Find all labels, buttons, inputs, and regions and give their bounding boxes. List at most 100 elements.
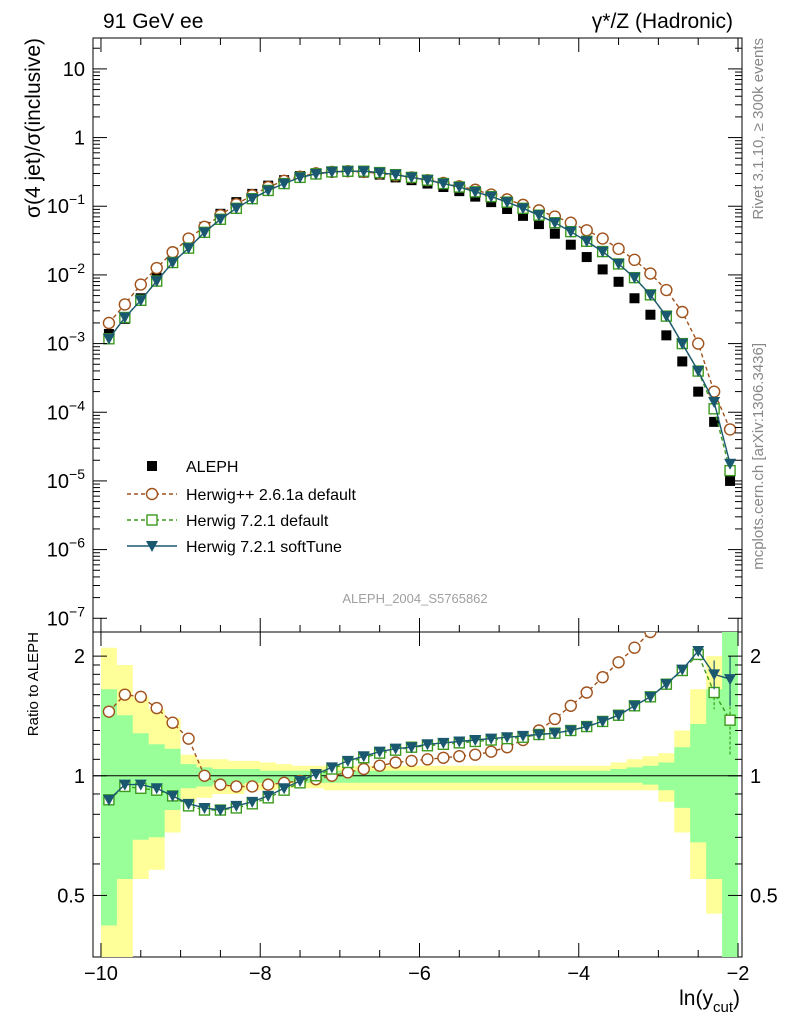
data-point-herwig-721-softtune (532, 210, 545, 222)
ratio-point-herwig-721-softtune (166, 790, 179, 802)
data-point-herwig-721-softtune (596, 246, 609, 258)
main-y-axis-label: σ(4 jet)/σ(inclusive) (22, 38, 45, 218)
ratio-point-herwig-721-softtune (485, 733, 498, 745)
ratio-point-herwig-721-softtune (389, 743, 402, 755)
data-point-herwig-721-softtune (612, 258, 625, 270)
data-point-aleph (677, 356, 688, 367)
data-point-aleph (518, 210, 529, 221)
data-point-herwig-721-softtune (469, 186, 482, 198)
ratio-point-herwigpp-261a-default (612, 656, 625, 669)
data-point-herwigpp-261a-default (612, 242, 625, 256)
ratio-y-tick-label-right: 2 (750, 646, 761, 668)
data-point-aleph (502, 203, 513, 214)
data-point-herwigpp-261a-default (660, 283, 673, 297)
data-point-aleph (597, 264, 608, 275)
ratio-panel (102, 632, 737, 817)
ratio-point-herwig-721-softtune (453, 736, 466, 748)
main-y-tick-label: 10−6 (47, 535, 85, 562)
legend-label-herwig-721-default: Herwig 7.2.1 default (186, 513, 329, 530)
ratio-point-herwigpp-261a-default (437, 751, 450, 764)
ratio-point-herwigpp-261a-default (198, 769, 211, 782)
header-left-label: 91 GeV ee (103, 10, 203, 33)
ratio-point-herwig-721-softtune (405, 742, 418, 754)
legend-item-herwig-721-softtune: Herwig 7.2.1 softTune (127, 539, 342, 556)
data-point-aleph (629, 293, 640, 304)
data-point-herwig-721-softtune (644, 289, 657, 301)
main-panel (102, 165, 737, 486)
data-point-herwig-721-softtune (660, 311, 673, 323)
data-point-herwig-721-softtune (548, 217, 561, 229)
ratio-point-herwigpp-261a-default (118, 688, 132, 701)
data-point-herwigpp-261a-default (723, 423, 737, 436)
legend-marker-herwig-721-softtune (146, 541, 158, 552)
ratio-point-herwigpp-261a-default (150, 701, 163, 715)
main-y-tick-label: 10−4 (47, 397, 85, 424)
ratio-point-herwig-721-softtune (580, 721, 593, 733)
ratio-point-herwig-721-softtune (501, 732, 514, 744)
ratio-point-herwigpp-261a-default (357, 762, 370, 776)
legend-marker-aleph (147, 461, 157, 471)
legend-marker-herwigpp-261a-default (145, 487, 159, 501)
ratio-point-herwigpp-261a-default (166, 716, 179, 729)
legend-item-herwigpp-261a-default: Herwig++ 2.6.1a default (127, 487, 356, 504)
ratio-point-herwig-721-softtune (373, 746, 386, 758)
data-point-herwig-721-softtune (389, 169, 402, 181)
ratio-point-herwig-721-softtune (214, 805, 227, 817)
ratio-point-herwig-721-softtune (325, 762, 338, 774)
legend-item-herwig-721-default: Herwig 7.2.1 default (127, 513, 329, 530)
ratio-point-herwigpp-261a-default (389, 756, 402, 769)
ratio-y-tick-label-right: 1 (750, 766, 761, 788)
x-tick-label: −2 (727, 963, 750, 985)
ratio-point-herwigpp-261a-default (484, 745, 498, 758)
data-point-aleph (661, 330, 672, 341)
ratio-point-herwigpp-261a-default (644, 632, 657, 639)
ratio-y-tick-label-right: 0.5 (750, 885, 778, 907)
data-point-herwig-721-softtune (676, 338, 689, 350)
data-point-herwig-721-softtune (230, 203, 243, 215)
data-point-aleph (549, 228, 560, 239)
ratio-uncertainty-bands (93, 632, 742, 957)
mcplots-label: mcplots.cern.ch [arXiv:1306.3436] (750, 343, 767, 570)
legend-label-herwigpp-261a-default: Herwig++ 2.6.1a default (186, 487, 356, 504)
data-point-herwig-721-softtune (692, 366, 705, 378)
ratio-point-herwigpp-261a-default (405, 754, 418, 768)
data-point-herwigpp-261a-default (118, 298, 132, 311)
ratio-point-herwigpp-261a-default (548, 712, 562, 726)
ratio-line-herwig-721-softtune (108, 649, 731, 811)
data-point-herwig-721-softtune (357, 166, 370, 178)
ratio-point-herwig-721-softtune (357, 751, 370, 763)
series-herwig-721-softtune (102, 166, 737, 470)
series-aleph (103, 166, 736, 486)
legend-marker-herwig-721-default (146, 514, 158, 526)
main-y-tick-label: 10−3 (47, 329, 85, 356)
data-point-herwigpp-261a-default (580, 224, 593, 237)
series-herwig-721-default (103, 165, 736, 477)
data-point-herwig-721-softtune (198, 227, 211, 239)
series-line-herwig-721-default (108, 170, 731, 471)
ratio-point-herwigpp-261a-default (469, 748, 482, 761)
data-point-aleph (613, 276, 624, 287)
ratio-point-herwig-721-softtune (278, 783, 291, 795)
data-point-herwig-721-softtune (262, 185, 275, 197)
rivet-version-label: Rivet 3.1.10, ≥ 300k events (750, 38, 767, 220)
ratio-point-herwig-721-softtune (676, 664, 689, 676)
legend-label-aleph: ALEPH (186, 459, 238, 476)
ratio-point-herwig-721-softtune (118, 779, 131, 791)
ratio-point-herwig-721-softtune (309, 769, 322, 781)
ratio-point-herwig-721-softtune (198, 802, 211, 814)
ratio-point-herwigpp-261a-default (580, 686, 593, 699)
data-point-herwigpp-261a-default (596, 232, 609, 245)
ratio-point-herwigpp-261a-default (182, 732, 195, 745)
data-point-herwig-721-softtune (724, 458, 737, 470)
data-point-herwig-721-softtune (182, 243, 195, 255)
data-point-herwig-721-softtune (373, 167, 386, 179)
data-point-herwigpp-261a-default (150, 261, 163, 275)
series-line-herwig-721-softtune (108, 170, 731, 464)
ratio-point-herwig-721-softtune (246, 796, 259, 808)
ratio-point-herwig-721-softtune (724, 674, 737, 686)
data-point-herwigpp-261a-default (628, 253, 641, 267)
ratio-point-herwig-721-softtune (596, 716, 609, 728)
data-point-aleph (581, 252, 592, 263)
ratio-point-herwig-721-softtune (437, 737, 450, 749)
